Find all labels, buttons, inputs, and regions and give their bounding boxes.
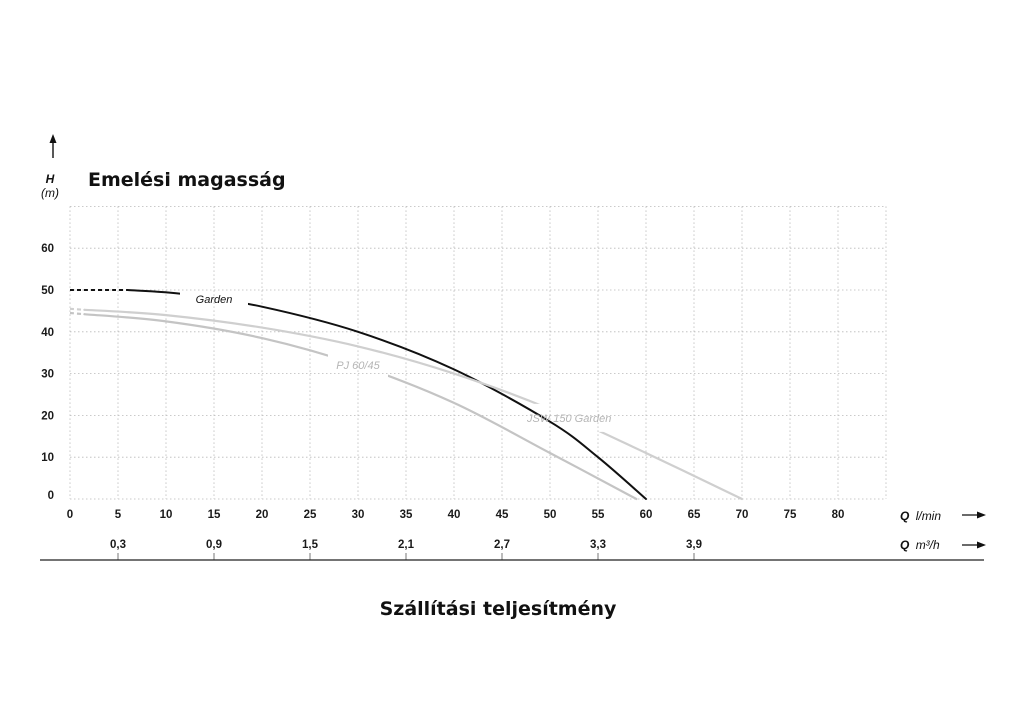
y-tick-label: 60 (41, 243, 54, 255)
grid (69, 205, 887, 500)
series-labels: Garden PJ 60/45 JSW 150 Garden (196, 294, 612, 425)
x-tick-label: 65 (688, 509, 701, 521)
x-axis-secondary-label: Q m³/h (900, 538, 940, 552)
x-axis-primary-label: Q l/min (900, 509, 941, 523)
x-tick-label: 35 (400, 509, 413, 521)
series-label: PJ 60/45 (336, 360, 380, 372)
y-tick-label: 10 (41, 452, 54, 464)
x2-tick-label: 0,9 (206, 539, 222, 551)
x-tick-label: 25 (304, 509, 317, 521)
x-tick-label: 10 (160, 509, 173, 521)
x-axis-primary-unit: l/min (916, 509, 942, 523)
x2-tick-label: 2,1 (398, 539, 415, 551)
x2-tick-label: 3,9 (686, 539, 702, 551)
x-tick-label: 30 (352, 509, 365, 521)
x-tick-labels-m3h: 0,3 0,9 1,5 2,1 2,7 3,3 3,9 (110, 539, 702, 560)
series-curve (126, 289, 647, 500)
x-axis-primary-arrow-head (977, 511, 986, 519)
y-axis-arrow-head (49, 134, 57, 143)
x-tick-label: 75 (784, 509, 797, 521)
y-tick-label: 20 (41, 410, 54, 422)
x-tick-label: 15 (208, 509, 221, 521)
x-axis-primary-symbol: Q (900, 509, 910, 523)
series-curve (83, 313, 638, 501)
x-axis-title: Szállítási teljesítmény (380, 598, 617, 620)
y-tick-label: 40 (41, 327, 54, 339)
x-tick-label: 5 (115, 509, 122, 521)
y-tick-labels: 0 10 20 30 40 50 60 (41, 243, 54, 502)
x-axis-secondary-arrow-head (977, 541, 986, 549)
y-tick-label: 30 (41, 369, 54, 381)
x2-tick-label: 2,7 (494, 539, 510, 551)
series-label: JSW 150 Garden (526, 413, 611, 425)
x-axis-secondary-unit: m³/h (916, 538, 940, 552)
x2-tick-label: 3,3 (590, 539, 606, 551)
chart-title: Emelési magasság (88, 169, 286, 191)
series-label: Garden (196, 294, 233, 306)
x-tick-label: 20 (256, 509, 269, 521)
x-tick-label: 50 (544, 509, 557, 521)
x2-tick-label: 0,3 (110, 539, 126, 551)
x-tick-label: 70 (736, 509, 749, 521)
y-tick-label: 0 (48, 490, 54, 502)
x-tick-label: 60 (640, 509, 653, 521)
series-curve (83, 308, 744, 501)
x2-tick-label: 1,5 (302, 539, 319, 551)
series-curve-dashed (69, 311, 85, 316)
y-tick-label: 50 (41, 285, 54, 297)
y-axis-symbol: H (46, 172, 55, 186)
x-tick-label: 40 (448, 509, 461, 521)
x-tick-label: 45 (496, 509, 509, 521)
x-tick-label: 0 (67, 509, 73, 521)
x-tick-labels-lmin: 0 5 10 15 20 25 30 35 40 45 50 55 60 65 70 75 80 (67, 509, 845, 521)
x-axis-secondary-symbol: Q (900, 538, 910, 552)
x-tick-label: 80 (832, 509, 845, 521)
series-curve-dashed (69, 307, 85, 311)
x-tick-label: 55 (592, 509, 605, 521)
y-axis-unit: (m) (41, 186, 59, 200)
